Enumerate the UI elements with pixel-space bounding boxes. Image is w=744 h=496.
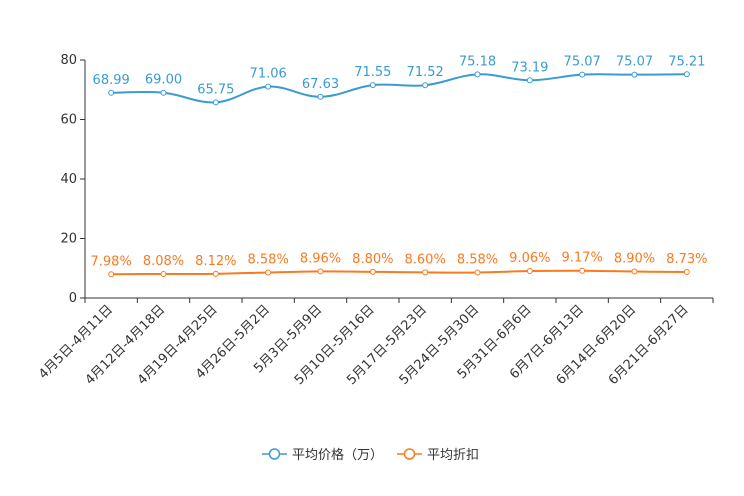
data-label: 8.08% [143,254,184,269]
data-point [579,267,586,274]
series-line-0 [111,73,687,104]
y-tick-label: 60 [60,113,77,128]
data-point [317,93,324,100]
data-label: 8.96% [300,251,341,266]
data-point [212,270,219,277]
data-label: 7.98% [91,254,132,269]
data-point [683,269,690,276]
data-point [579,71,586,78]
data-point [369,268,376,275]
data-point [422,82,429,89]
data-point [265,83,272,90]
data-point [212,99,219,106]
data-point [108,89,115,96]
y-tick-label: 0 [69,291,77,306]
data-label: 73.19 [511,60,548,75]
data-label: 71.52 [407,65,444,80]
data-point [631,71,638,78]
data-point [108,271,115,278]
data-label: 69.00 [145,73,182,88]
data-point [160,89,167,96]
data-point [422,269,429,276]
data-label: 9.17% [562,251,603,266]
data-point [317,268,324,275]
data-label: 8.80% [352,252,393,267]
data-label: 75.07 [564,55,601,70]
data-label: 68.99 [93,73,130,88]
data-label: 75.07 [616,55,653,70]
data-point [526,77,533,84]
data-point [683,71,690,78]
data-point [160,270,167,277]
data-label: 8.60% [405,252,446,267]
data-label: 67.63 [302,77,339,92]
legend-marker-icon [403,448,416,460]
data-label: 9.06% [509,251,550,266]
data-point [631,268,638,275]
y-tick-label: 40 [60,172,77,187]
data-label: 71.55 [354,65,391,80]
data-label: 8.58% [248,252,289,267]
data-label: 71.06 [250,67,287,82]
y-tick-label: 20 [60,232,77,247]
series-line-1 [111,269,687,276]
data-point [265,269,272,276]
data-point [369,82,376,89]
legend-label: 平均价格（万） [292,447,383,463]
legend-marker-icon [268,448,281,460]
data-point [474,269,481,276]
data-label: 8.58% [457,252,498,267]
data-point [526,268,533,275]
legend-label: 平均折扣 [427,448,479,463]
data-label: 8.12% [195,254,236,269]
data-label: 8.73% [666,252,707,267]
data-point [474,71,481,78]
data-label: 65.75 [197,82,234,97]
data-label: 75.21 [668,54,705,69]
data-label: 8.90% [614,252,655,267]
data-label: 75.18 [459,54,496,69]
y-tick-label: 80 [60,53,77,68]
